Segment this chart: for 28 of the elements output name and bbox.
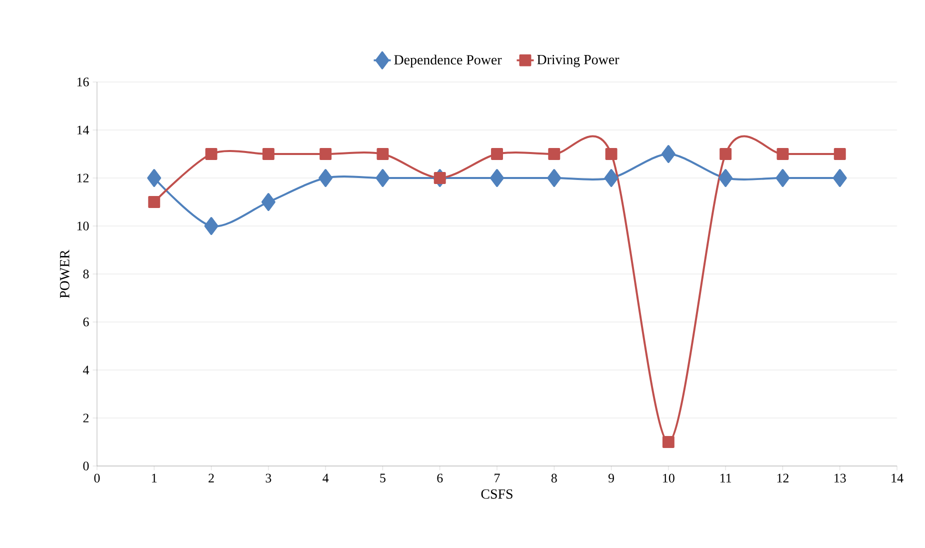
y-tick-label: 0 [83, 462, 89, 470]
legend-label: Driving Power [537, 54, 620, 68]
x-tick-label: 5 [380, 474, 386, 482]
x-tick-label: 3 [266, 474, 272, 482]
x-tick-label: 14 [892, 474, 904, 482]
y-tick-label: 16 [77, 78, 89, 86]
y-tick-label: 4 [83, 366, 90, 374]
legend-label: Dependence Power [394, 54, 502, 68]
x-tick-label: 11 [720, 474, 732, 482]
x-tick-label: 0 [94, 474, 100, 483]
x-tick-label: 1 [152, 474, 157, 482]
x-axis-title: CSFS [481, 489, 512, 499]
y-tick-label: 12 [77, 174, 89, 182]
y-tick-label: 10 [77, 222, 89, 230]
y-tick-label: 6 [83, 318, 89, 326]
x-tick-label: 13 [834, 474, 846, 482]
y-tick-label: 8 [83, 270, 89, 278]
x-tick-label: 7 [494, 474, 500, 482]
x-tick-label: 10 [663, 474, 674, 483]
x-tick-label: 2 [208, 474, 214, 482]
y-tick-label: 14 [77, 126, 90, 134]
x-tick-label: 4 [322, 474, 329, 482]
x-tick-label: 8 [551, 474, 557, 483]
x-tick-label: 12 [777, 474, 788, 482]
x-tick-label: 6 [437, 474, 443, 482]
y-axis-title: POWER [60, 250, 70, 298]
x-tick-label: 9 [608, 474, 614, 482]
y-tick-label: 2 [83, 414, 89, 422]
